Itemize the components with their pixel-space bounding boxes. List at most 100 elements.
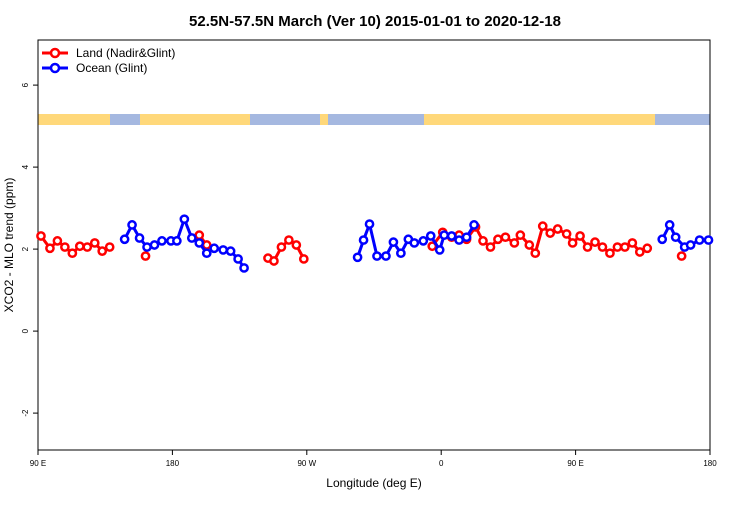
data-point bbox=[276, 242, 287, 252]
x-tick-label: 0 bbox=[439, 459, 444, 468]
y-tick-label: 0 bbox=[21, 328, 30, 333]
data-point bbox=[634, 247, 645, 257]
data-point bbox=[439, 230, 450, 241]
data-point bbox=[179, 214, 190, 225]
data-point bbox=[396, 248, 406, 259]
legend-marker bbox=[49, 62, 61, 74]
data-point bbox=[119, 234, 130, 245]
data-point bbox=[149, 240, 160, 250]
data-point bbox=[201, 248, 212, 259]
data-point bbox=[209, 243, 220, 254]
y-tick-label: 4 bbox=[21, 164, 30, 169]
data-point bbox=[612, 242, 623, 252]
data-point bbox=[434, 245, 445, 255]
data-point bbox=[425, 231, 436, 241]
data-point bbox=[372, 251, 382, 261]
ocean-strip bbox=[110, 114, 140, 125]
data-point bbox=[352, 252, 363, 263]
data-point bbox=[218, 245, 229, 255]
x-tick-label: 90 W bbox=[297, 459, 316, 468]
legend-label: Land (Nadir&Glint) bbox=[76, 46, 175, 60]
legend-marker bbox=[49, 47, 61, 59]
data-point bbox=[642, 243, 653, 254]
data-point bbox=[561, 229, 572, 239]
data-point bbox=[45, 243, 55, 254]
plot-frame bbox=[37, 39, 711, 451]
data-point bbox=[142, 242, 152, 252]
data-point bbox=[545, 228, 556, 238]
data-point bbox=[676, 251, 687, 261]
data-point bbox=[664, 220, 675, 230]
data-point bbox=[97, 246, 108, 256]
surface-strip bbox=[38, 114, 710, 125]
data-point bbox=[291, 240, 302, 250]
data-point bbox=[194, 230, 205, 241]
data-point bbox=[493, 234, 503, 245]
data-point bbox=[140, 251, 151, 261]
data-point bbox=[446, 231, 457, 241]
data-point bbox=[694, 235, 705, 245]
chart-title: 52.5N-57.5N March (Ver 10) 2015-01-01 to… bbox=[189, 13, 561, 30]
data-point bbox=[454, 235, 464, 245]
data-point bbox=[388, 237, 399, 247]
data-point bbox=[233, 254, 243, 264]
data-point bbox=[82, 242, 93, 252]
y-tick-label: 2 bbox=[21, 246, 30, 251]
data-point bbox=[605, 248, 615, 259]
ocean-strip bbox=[328, 114, 424, 125]
data-point bbox=[269, 256, 279, 266]
data-point bbox=[298, 254, 309, 264]
data-point bbox=[364, 219, 375, 229]
data-point bbox=[358, 235, 369, 245]
data-point bbox=[186, 233, 197, 243]
data-point bbox=[74, 241, 85, 252]
data-point bbox=[172, 236, 182, 246]
x-tick-label: 90 E bbox=[30, 459, 46, 468]
data-point bbox=[575, 231, 585, 241]
data-point bbox=[461, 232, 472, 243]
data-point bbox=[52, 236, 63, 246]
data-point bbox=[657, 234, 668, 245]
data-point bbox=[67, 248, 78, 259]
data-point bbox=[567, 238, 578, 248]
x-tick-label: 180 bbox=[703, 459, 717, 468]
x-axis-label: Longitude (deg E) bbox=[326, 476, 421, 490]
data-point bbox=[381, 251, 391, 261]
data-point bbox=[134, 233, 145, 243]
data-point bbox=[582, 242, 593, 252]
data-point bbox=[530, 248, 541, 259]
data-point bbox=[670, 232, 681, 243]
data-point bbox=[409, 238, 420, 248]
y-tick-label: 6 bbox=[21, 82, 30, 87]
data-point bbox=[60, 242, 70, 252]
y-tick-label: -2 bbox=[21, 409, 30, 417]
data-point bbox=[620, 242, 630, 252]
data-point bbox=[703, 235, 714, 245]
data-point bbox=[509, 238, 520, 248]
x-tick-label: 90 E bbox=[567, 459, 583, 468]
data-point bbox=[627, 238, 638, 248]
data-point bbox=[157, 236, 167, 246]
y-axis-label: XCO2 - MLO trend (ppm) bbox=[2, 178, 16, 313]
x-tick-label: 180 bbox=[166, 459, 180, 468]
data-point bbox=[418, 236, 429, 246]
data-point bbox=[537, 221, 548, 231]
data-point bbox=[590, 237, 600, 247]
data-point bbox=[36, 231, 46, 241]
data-point bbox=[500, 232, 511, 243]
data-point bbox=[524, 240, 535, 250]
data-point bbox=[469, 220, 479, 230]
data-point bbox=[89, 238, 100, 248]
data-point bbox=[685, 240, 696, 250]
ocean-strip bbox=[250, 114, 320, 125]
data-point bbox=[104, 242, 115, 252]
data-point bbox=[485, 242, 496, 252]
legend-label: Ocean (Glint) bbox=[76, 61, 147, 75]
data-point bbox=[284, 235, 294, 245]
data-point bbox=[515, 230, 526, 241]
data-point bbox=[552, 224, 563, 234]
data-point bbox=[239, 263, 249, 273]
data-point bbox=[478, 236, 488, 246]
